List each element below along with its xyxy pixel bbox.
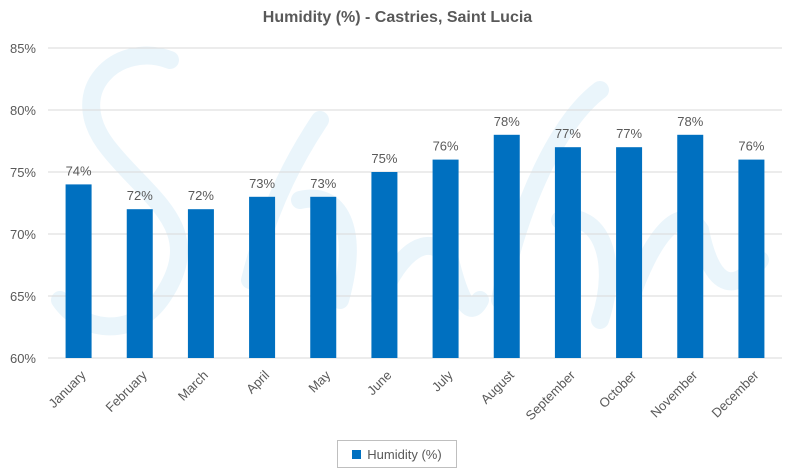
y-tick-label: 70% [10, 227, 36, 242]
y-tick-label: 65% [10, 289, 36, 304]
x-tick-label: August [478, 367, 517, 406]
bar [554, 147, 581, 358]
data-label: 78% [677, 114, 703, 129]
bars [65, 134, 765, 358]
x-tick-label: June [364, 368, 395, 399]
data-label: 72% [188, 188, 214, 203]
data-label: 77% [555, 126, 581, 141]
data-label: 77% [616, 126, 642, 141]
x-tick-label: July [429, 367, 456, 394]
bar [738, 159, 765, 358]
x-tick-label: April [243, 367, 272, 396]
bar [371, 172, 398, 358]
bar [616, 147, 643, 358]
y-tick-label: 80% [10, 103, 36, 118]
x-tick-label: February [102, 367, 150, 415]
x-tick-label: January [45, 367, 89, 411]
x-tick-label: March [175, 368, 211, 404]
y-tick-label: 75% [10, 165, 36, 180]
chart-title: Humidity (%) - Castries, Saint Lucia [262, 9, 533, 26]
data-label: 78% [494, 114, 520, 129]
x-tick-label: September [522, 367, 578, 423]
x-tick-label: May [305, 367, 333, 395]
x-tick-label: November [647, 367, 700, 420]
data-label: 76% [738, 139, 764, 154]
x-axis-tick-labels: January February March April May June July Augu… [45, 367, 762, 423]
bar [432, 159, 459, 358]
bar [65, 184, 92, 358]
bar [249, 196, 276, 358]
data-label: 73% [249, 176, 275, 191]
bar [126, 209, 153, 358]
watermark-stroke [51, 46, 188, 336]
gridlines [48, 47, 782, 359]
bar [677, 134, 704, 358]
legend-swatch [352, 449, 362, 459]
data-labels: 74% 72% 72% 73% 73% 75% 76% 78% 77% 77% 78% 76% [66, 114, 765, 203]
x-tick-label: December [709, 367, 762, 420]
watermark-logo [51, 46, 769, 336]
data-label: 72% [127, 188, 153, 203]
data-label: 76% [433, 139, 459, 154]
bar [310, 196, 337, 358]
legend: Humidity (%) [337, 440, 457, 468]
y-tick-label: 60% [10, 351, 36, 366]
bar [187, 209, 214, 358]
x-tick-label: October [596, 367, 640, 411]
y-axis-tick-labels: 60% 65% 70% 75% 80% 85% [10, 41, 36, 366]
bar [493, 134, 520, 358]
data-label: 74% [66, 163, 92, 178]
legend-label: Humidity (%) [367, 446, 442, 462]
data-label: 75% [371, 151, 397, 166]
data-label: 73% [310, 176, 336, 191]
y-tick-label: 85% [10, 41, 36, 56]
